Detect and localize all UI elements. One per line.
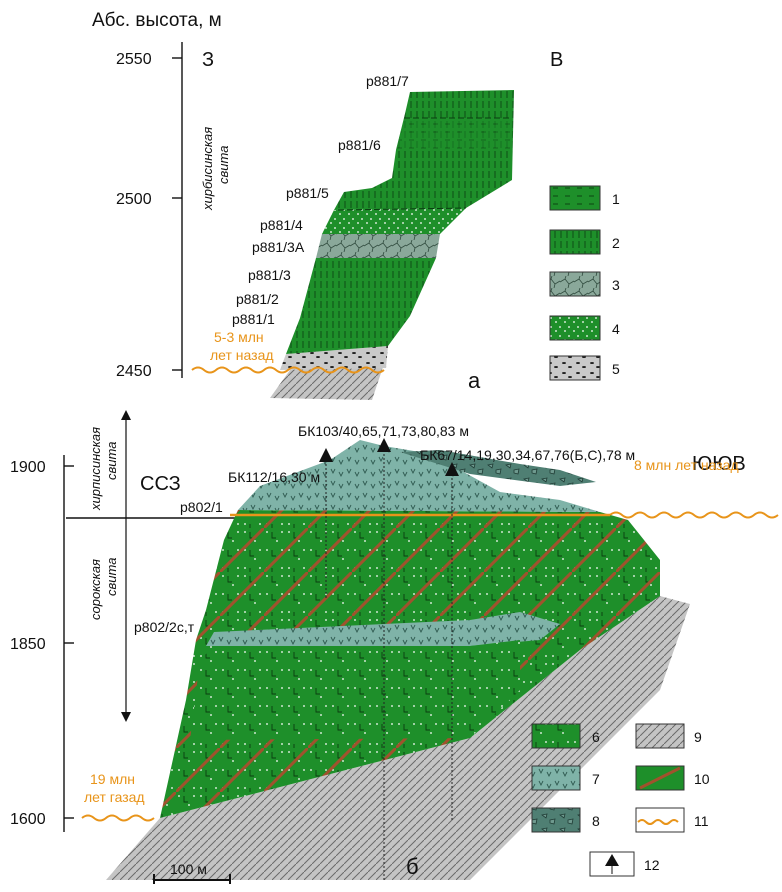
axis-title: Абс. высота, м: [92, 10, 222, 31]
unconformity-line: [609, 511, 779, 519]
suite-label: свита: [216, 146, 231, 184]
unconformity-line: [81, 814, 155, 822]
columnar-flow-unit: [286, 258, 436, 354]
panel-letter-a: а: [468, 368, 481, 393]
dashed-zone: [396, 118, 512, 150]
tick-label: 2450: [116, 363, 152, 380]
middle-lava-unit: [190, 640, 520, 740]
dotted-flow-unit: [322, 208, 466, 234]
legend-number: 9: [694, 729, 702, 745]
tick-label: 2550: [116, 51, 152, 68]
borehole-label: БК112/16,30 м: [228, 469, 320, 485]
direction-east-b: ЮЮВ: [692, 453, 746, 475]
legend-number: 6: [592, 729, 600, 745]
sample-label: р802/1: [180, 499, 223, 515]
direction-west-a: З: [202, 49, 214, 71]
borehole-label: БК103/40,65,71,73,80,83 м: [298, 423, 469, 439]
panel-b: 1900 1850 1600 хирписинская свита сорокс…: [10, 410, 779, 884]
legend-number: 10: [694, 771, 710, 787]
upper-vesicular-unit: [238, 440, 600, 512]
tick-label: 1900: [10, 459, 46, 476]
age-label: 8 млн лет назад: [634, 457, 739, 473]
legend-swatch-9: [635, 723, 685, 749]
legend-number: 5: [612, 361, 620, 377]
arrow-head: [121, 712, 131, 722]
legend-number: 1: [612, 191, 620, 207]
breccia-cap: [400, 450, 596, 486]
conglomerate-layer: [280, 346, 388, 370]
age-label: лет назад: [210, 347, 274, 363]
legend-swatch-2: [549, 229, 601, 255]
scale-label: 100 м: [170, 861, 207, 877]
borehole-label: БК67/14,19,30,34,67,76(Б,С),78 м: [420, 447, 635, 463]
sample-label: р881/4: [260, 217, 303, 233]
legend-number: 3: [612, 277, 620, 293]
legend-number: 8: [592, 813, 600, 829]
borehole-marker: [445, 462, 459, 476]
borehole-marker: [377, 438, 391, 452]
sample-label: р881/7: [366, 73, 409, 89]
sample-label: р881/5: [286, 185, 329, 201]
suite-label: сорокская: [88, 559, 103, 620]
legend-number: 11: [694, 813, 709, 829]
borehole-marker: [319, 448, 333, 462]
basement-unit: [106, 596, 690, 880]
sample-label: р881/3: [248, 267, 291, 283]
suite-label: свита: [104, 442, 119, 480]
suite-label: хирписинская: [88, 427, 103, 511]
tick-label: 1850: [10, 636, 46, 653]
legend-number: 4: [612, 321, 620, 337]
unconformity-line: [191, 366, 385, 374]
panel-a: Абс. высота, м 2550 2500 2450 З В хирбис…: [92, 10, 563, 400]
age-label: 19 млн: [90, 771, 135, 787]
legend-number: 2: [612, 235, 620, 251]
age-label: 5-3 млн: [214, 329, 264, 345]
legend-swatch-1: [549, 185, 601, 211]
sample-label: р881/6: [338, 137, 381, 153]
layer-boundary: [337, 207, 467, 211]
sample-label: р881/1: [232, 311, 275, 327]
tick-label: 2500: [116, 191, 152, 208]
suite-label: хирбисинская: [200, 127, 215, 211]
vesicular-band: [206, 612, 560, 646]
legend: 1 2 3 4 5 6 7 8 9 10 11 12: [531, 185, 710, 877]
legend-swatch-11-line: [637, 819, 679, 825]
legend-swatch-5: [549, 355, 601, 381]
panel-letter-b: б: [406, 854, 419, 879]
sample-label: р881/3А: [252, 239, 305, 255]
legend-swatch-7: [531, 765, 581, 791]
sample-label: р802/2с,т: [134, 619, 195, 635]
legend-number: 12: [644, 857, 660, 873]
legend-number: 7: [592, 771, 600, 787]
sample-label: р881/2: [236, 291, 279, 307]
tick-label: 1600: [10, 811, 46, 828]
legend-swatch-10-stripe: [639, 766, 681, 790]
age-label: лет газад: [84, 789, 145, 805]
legend-swatch-6: [531, 723, 581, 749]
direction-west-b: ССЗ: [140, 473, 181, 495]
arrow-head: [121, 410, 131, 420]
borehole-symbol: [605, 854, 619, 866]
breccia-layer: [316, 234, 440, 258]
legend-swatch-4: [549, 315, 601, 341]
legend-swatch-8: [531, 807, 581, 833]
suite-label: свита: [104, 558, 119, 596]
legend-swatch-3: [549, 271, 601, 297]
direction-east-a: В: [550, 49, 563, 71]
